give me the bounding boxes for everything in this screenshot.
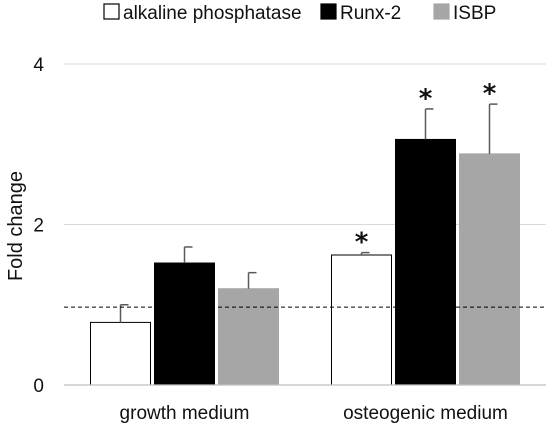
legend-swatch <box>320 3 337 20</box>
legend: alkaline phosphatase Runx-2 ISBP <box>103 3 496 24</box>
x-tick-label: growth medium <box>120 403 250 424</box>
y-tick-label: 0 <box>33 376 44 397</box>
x-axis-labels: growth medium osteogenic medium <box>120 403 508 424</box>
legend-label: alkaline phosphatase <box>123 3 302 24</box>
bar <box>395 138 456 386</box>
significance-marker: * <box>483 79 497 109</box>
y-axis-ticks: 0 2 4 <box>33 55 44 397</box>
bar <box>459 153 520 386</box>
bar <box>331 254 392 386</box>
bar <box>154 262 215 386</box>
significance-marker: * <box>419 84 433 114</box>
legend-label: ISBP <box>453 3 496 24</box>
bars: * * * <box>90 79 520 386</box>
y-axis-title: Fold change <box>5 171 27 281</box>
y-tick-label: 2 <box>33 216 44 237</box>
y-tick-label: 4 <box>33 55 44 76</box>
bar <box>218 288 279 386</box>
legend-swatch <box>433 3 450 20</box>
significance-marker: * <box>355 228 369 258</box>
legend-label: Runx-2 <box>340 3 401 24</box>
bar <box>90 321 151 386</box>
x-tick-label: osteogenic medium <box>343 403 508 424</box>
legend-swatch <box>103 3 120 20</box>
